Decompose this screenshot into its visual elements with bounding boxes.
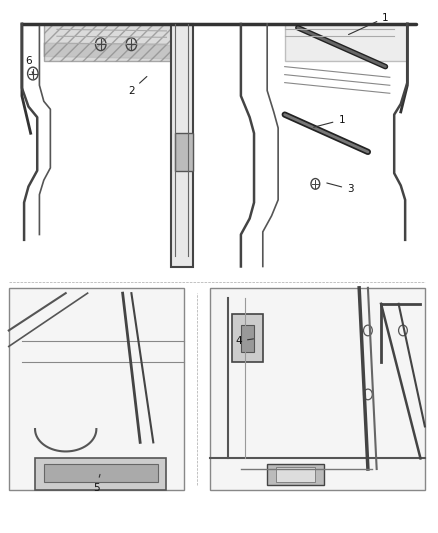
Text: 5: 5 xyxy=(93,474,100,492)
Polygon shape xyxy=(285,24,407,61)
Polygon shape xyxy=(35,458,166,490)
Polygon shape xyxy=(232,314,263,362)
Polygon shape xyxy=(44,464,158,482)
Text: 2: 2 xyxy=(128,77,147,95)
Polygon shape xyxy=(171,24,193,266)
Polygon shape xyxy=(44,24,188,61)
Polygon shape xyxy=(276,467,315,482)
Text: 6: 6 xyxy=(25,56,33,74)
Text: 4: 4 xyxy=(235,336,254,346)
Text: 1: 1 xyxy=(314,115,345,127)
Polygon shape xyxy=(267,464,324,485)
Polygon shape xyxy=(9,288,184,490)
Polygon shape xyxy=(210,288,425,490)
Polygon shape xyxy=(175,133,193,171)
Polygon shape xyxy=(241,325,254,352)
Text: 3: 3 xyxy=(327,183,354,194)
Text: 1: 1 xyxy=(349,13,389,35)
